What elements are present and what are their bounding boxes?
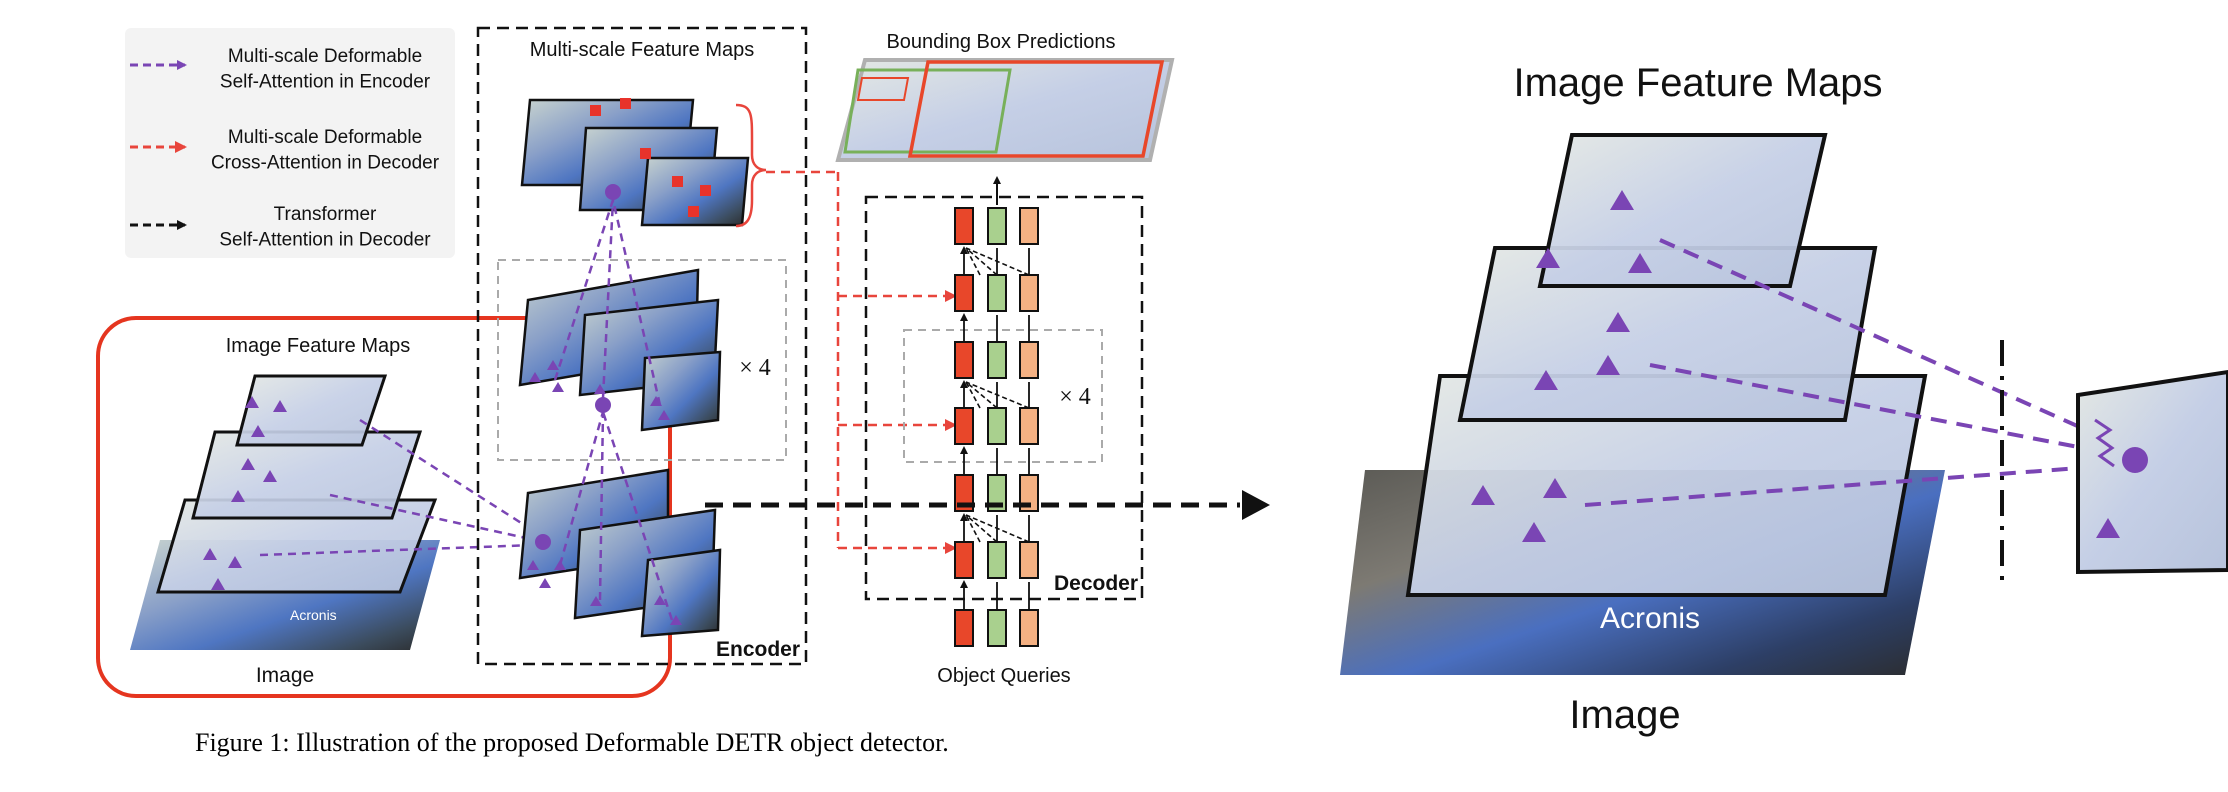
decoder-sampling-points bbox=[590, 98, 711, 217]
decoder-border bbox=[864, 195, 1144, 601]
decoder-query-orange-cell bbox=[1019, 274, 1039, 312]
decoder-self-attention-line bbox=[965, 247, 1030, 276]
legend-background bbox=[125, 28, 455, 258]
decoder-query-orange-cell bbox=[1019, 609, 1039, 647]
encoder-label: Encoder bbox=[716, 638, 800, 661]
decoder-self-attention-line bbox=[965, 247, 998, 276]
zoom-encoder-marker bbox=[2096, 518, 2120, 538]
encoder-attention-lines-left bbox=[259, 418, 541, 557]
decoder-query-orange-cell bbox=[1019, 207, 1039, 245]
decoder-block: Decoder × 4 Object Queries bbox=[864, 176, 1144, 687]
bounding-box-predictions-title: Bounding Box Predictions bbox=[886, 31, 1115, 53]
encoder-query-point-bottom bbox=[535, 534, 551, 550]
figure-caption: Figure 1: Illustration of the proposed D… bbox=[195, 728, 949, 757]
encoder-middle-map-3 bbox=[640, 350, 722, 432]
encoder-border bbox=[476, 26, 808, 666]
input-image-feature-maps: Image Feature Maps Acronis bbox=[130, 335, 541, 650]
feature-maps-brace bbox=[735, 103, 767, 228]
decoder-query-green-cell bbox=[987, 274, 1007, 312]
decoder-self-attention-line bbox=[965, 514, 1030, 543]
image-feature-maps-title: Image Feature Maps bbox=[226, 335, 411, 357]
decoder-self-attention-line bbox=[965, 381, 1030, 409]
prediction-image bbox=[835, 58, 1175, 162]
zoom-attention-lines bbox=[1584, 238, 2121, 507]
decoder-query-red-cell bbox=[954, 609, 974, 647]
decoder-self-attention-line bbox=[965, 381, 981, 409]
decoder-self-attention-line bbox=[965, 381, 998, 409]
decoder-self-attention-line bbox=[965, 514, 981, 543]
decoder-query-green-cell bbox=[987, 207, 1007, 245]
zoom-view: Image Feature Maps Acronis Image bbox=[1340, 61, 2228, 737]
zoom-pointer-arrowhead bbox=[1242, 490, 1270, 520]
zoom-image-label: Image bbox=[1569, 693, 1680, 737]
zoom-query-point bbox=[2122, 447, 2148, 473]
legend-encoder-label: Multi-scale Deformable Self-Attention in … bbox=[220, 46, 431, 93]
decoder-query-green-cell bbox=[987, 341, 1007, 379]
decoder-query-rows bbox=[954, 176, 1039, 647]
encoder-input-map-3 bbox=[640, 548, 722, 638]
input-image-label: Image bbox=[256, 664, 314, 687]
decoder-query-red-cell bbox=[954, 341, 974, 379]
decoder-query-green-cell bbox=[987, 541, 1007, 579]
zoom-feature-map-small bbox=[1537, 133, 1828, 288]
decoder-self-attention-line bbox=[965, 514, 998, 543]
prediction-box-green bbox=[843, 68, 1012, 154]
multiscale-feature-maps-title: Multi-scale Feature Maps bbox=[530, 39, 755, 61]
decoder-query-green-cell bbox=[987, 609, 1007, 647]
encoder-repeat-label: × 4 bbox=[739, 355, 771, 381]
object-queries-label: Object Queries bbox=[937, 665, 1070, 687]
decoder-label: Decoder bbox=[1054, 572, 1138, 595]
decoder-query-red-cell bbox=[954, 274, 974, 312]
bounding-box-predictions: Bounding Box Predictions bbox=[835, 31, 1175, 162]
decoder-query-orange-cell bbox=[1019, 407, 1039, 445]
decoder-repeat-label: × 4 bbox=[1059, 384, 1091, 410]
legend-cross-attention-label: Multi-scale Deformable Cross-Attention in… bbox=[211, 127, 440, 174]
legend-self-attention-label: Transformer Self-Attention in Decoder bbox=[219, 204, 431, 251]
zoom-photo-text: Acronis bbox=[1600, 602, 1700, 635]
feature-map-small bbox=[235, 374, 388, 447]
encoder-repeat-box bbox=[497, 259, 787, 461]
zoom-highlight-box bbox=[96, 316, 672, 698]
encoder-block: Multi-scale Feature Maps Encoder × 4 bbox=[476, 26, 808, 666]
decoder-query-red-cell bbox=[954, 407, 974, 445]
legend: Multi-scale Deformable Self-Attention in … bbox=[125, 28, 455, 258]
prediction-box-red-large bbox=[907, 60, 1165, 158]
cross-attention-lines bbox=[766, 170, 957, 554]
input-image-photo-text: Acronis bbox=[290, 607, 337, 623]
decoder-query-green-cell bbox=[987, 407, 1007, 445]
zoom-sampling-point-markers bbox=[1471, 190, 1652, 542]
sampling-point-markers bbox=[203, 396, 287, 590]
decoder-repeat-box bbox=[903, 329, 1103, 463]
zoom-query-arrow-heads bbox=[2094, 418, 2115, 468]
decoder-self-attention-line bbox=[965, 247, 981, 276]
prediction-box-orange-small bbox=[856, 77, 910, 101]
zoom-encoder-map bbox=[2076, 369, 2228, 575]
decoder-query-orange-cell bbox=[1019, 341, 1039, 379]
encoder-query-point-top bbox=[605, 184, 621, 200]
zoom-image-feature-maps-title: Image Feature Maps bbox=[1513, 61, 1882, 105]
encoder-attention-lines bbox=[553, 199, 674, 621]
encoder-query-point-middle bbox=[595, 397, 611, 413]
decoder-query-red-cell bbox=[954, 207, 974, 245]
decoder-query-orange-cell bbox=[1019, 541, 1039, 579]
decoder-query-red-cell bbox=[954, 541, 974, 579]
